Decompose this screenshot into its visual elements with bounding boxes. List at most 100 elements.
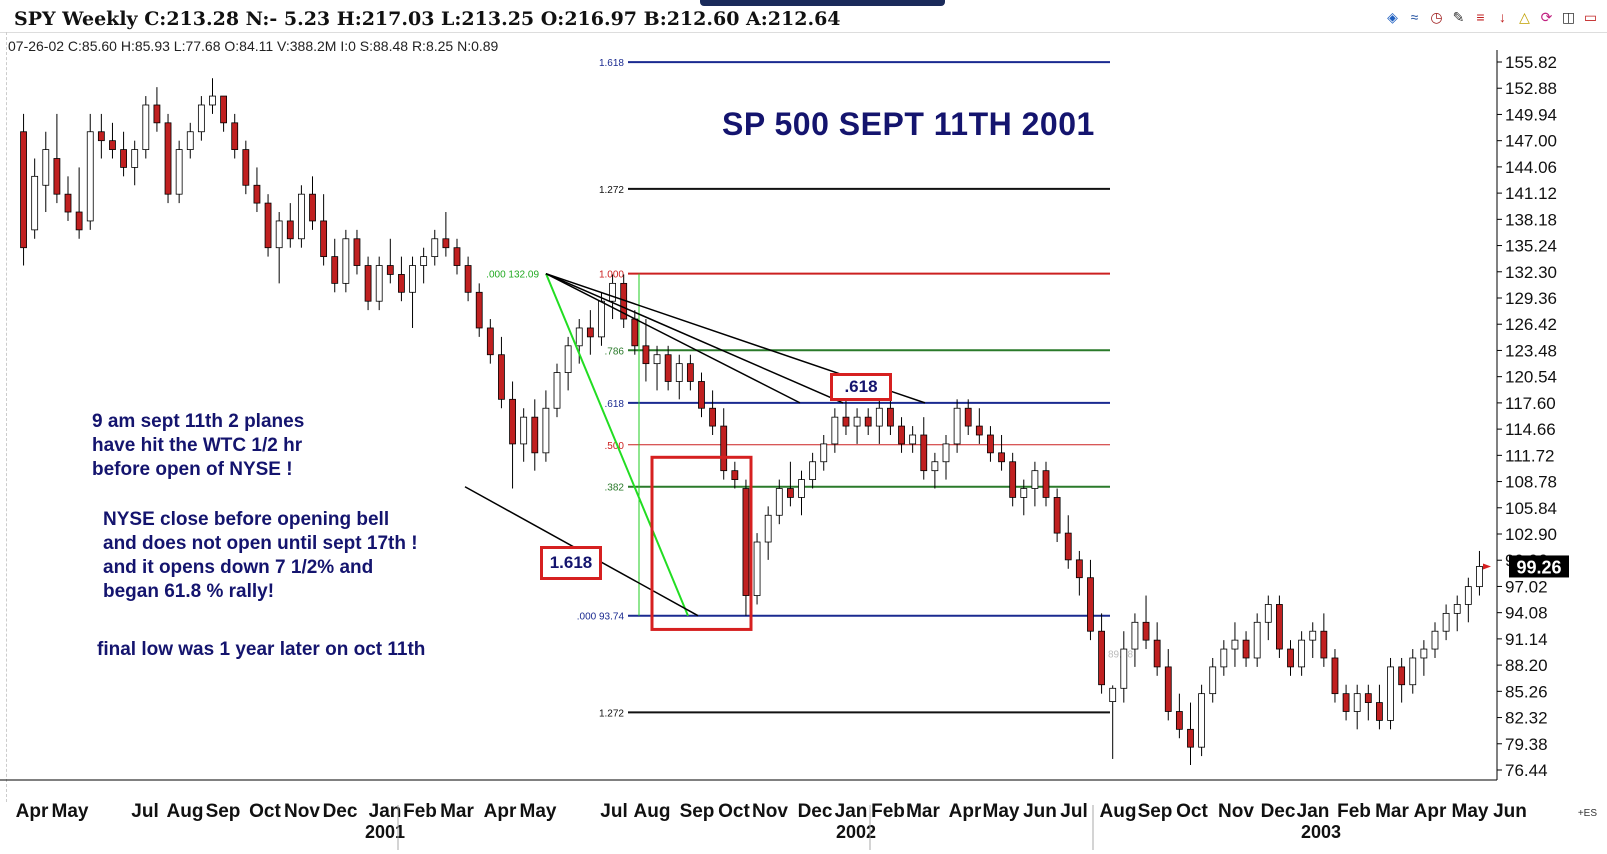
candle-down [686,363,694,382]
candle-up [653,354,661,365]
y-tick-label: 114.66 [1505,420,1556,439]
month-label: Jan [369,801,402,822]
candle-down [386,265,394,275]
candle-down [353,238,361,266]
candle-down [864,416,872,427]
note-final-low: final low was 1 year later on oct 11th [97,639,426,660]
candle-down [464,265,472,293]
candle-down [731,470,739,480]
candle-up [942,443,950,463]
month-label: Oct [249,801,281,822]
candle-up [809,461,817,480]
candle-up [564,345,572,373]
candle-up [197,104,205,133]
fib-level-label: 1.000 [599,270,624,281]
candle-up [675,363,683,382]
candle-down [231,122,239,150]
candle-up [520,416,528,445]
title-bar: SPY Weekly C:213.28 N:- 5.23 H:217.03 L:… [0,0,1607,33]
clock-icon[interactable]: ◷ [1430,9,1443,25]
candle-up [86,131,94,222]
y-tick-label: 129.36 [1505,289,1557,308]
month-label: Mar [440,801,474,822]
candle-up [342,238,350,284]
candle-down [498,354,505,400]
fan-icon[interactable]: ≈ [1410,9,1419,25]
eraser-icon[interactable]: ▭ [1583,9,1598,25]
candle-down [842,416,850,427]
y-tick-label: 94.08 [1505,604,1548,623]
y-tick-label: 120.54 [1505,368,1557,387]
triangle-icon[interactable]: △ [1519,9,1530,25]
candle-down [1364,693,1372,703]
candle-up [1220,648,1228,668]
layers-icon[interactable]: ◈ [1387,9,1398,25]
month-label: Apr [16,801,49,822]
month-label: Apr [949,801,982,822]
month-label: Jun [1023,801,1057,822]
month-label: May [1452,801,1489,822]
candle-up [931,461,939,472]
fib-level-label: .382 [605,483,625,494]
window-tab[interactable] [700,0,945,6]
circle-arrow-icon[interactable]: ⟳ [1540,9,1553,25]
pencil-line-icon[interactable]: ✎ [1452,9,1465,25]
candle-down [709,407,717,427]
y-tick-label: 135.24 [1505,237,1557,256]
candle-down [1075,559,1083,579]
month-label: Nov [284,801,320,822]
fib-level-label: 1.272 [599,185,624,196]
candle-down [331,256,339,284]
candle-up [420,256,428,266]
candle-up [1420,648,1428,659]
trash-icon[interactable]: ◫ [1561,9,1576,25]
candle-down [964,407,972,427]
candle-down [1053,497,1061,534]
candle-up [831,416,839,445]
list-icon[interactable]: ≡ [1476,9,1485,25]
candle-up [1198,693,1206,748]
candle-up [1353,693,1361,712]
candle-down [742,488,750,596]
candle-down [1398,666,1406,686]
month-label: Jan [835,801,868,822]
month-label: Aug [167,801,204,822]
candle-up [753,541,761,596]
candle-down [486,327,494,356]
month-label: Nov [752,801,788,822]
y-tick-label: 117.60 [1505,394,1556,413]
y-tick-label: 152.88 [1505,79,1557,98]
candle-up [42,149,50,186]
candle-down [1275,604,1283,650]
candle-up [1431,630,1439,650]
candle-down [53,158,61,195]
candle-up [775,488,783,516]
candle-down [475,291,483,329]
candle-down [1164,666,1172,712]
candle-up [764,514,772,543]
month-label: Jun [1493,801,1527,822]
left-scroll-edge[interactable] [0,32,7,802]
month-label: Sep [206,801,241,822]
candle-down [1142,621,1150,641]
candle-down [720,425,728,472]
fib-1618-box: 1.618 [540,546,602,580]
candle-down [1087,577,1094,632]
arrow-down-icon[interactable]: ↓ [1499,9,1506,25]
candle-up [798,479,805,498]
y-tick-label: 149.94 [1505,105,1557,124]
candle-down [220,95,228,124]
fib-level-label: 1.618 [599,58,624,69]
candle-down [975,425,983,436]
fan-line [545,272,844,404]
fib-level-label: 1.272 [599,708,624,719]
candle-down [1287,648,1294,668]
candle-up [953,407,961,445]
candle-up [575,327,583,347]
y-tick-label: 88.20 [1505,656,1548,675]
candle-up [1120,648,1128,689]
candle-up [909,434,917,445]
candle-down [109,140,116,150]
candle-down [586,327,594,338]
